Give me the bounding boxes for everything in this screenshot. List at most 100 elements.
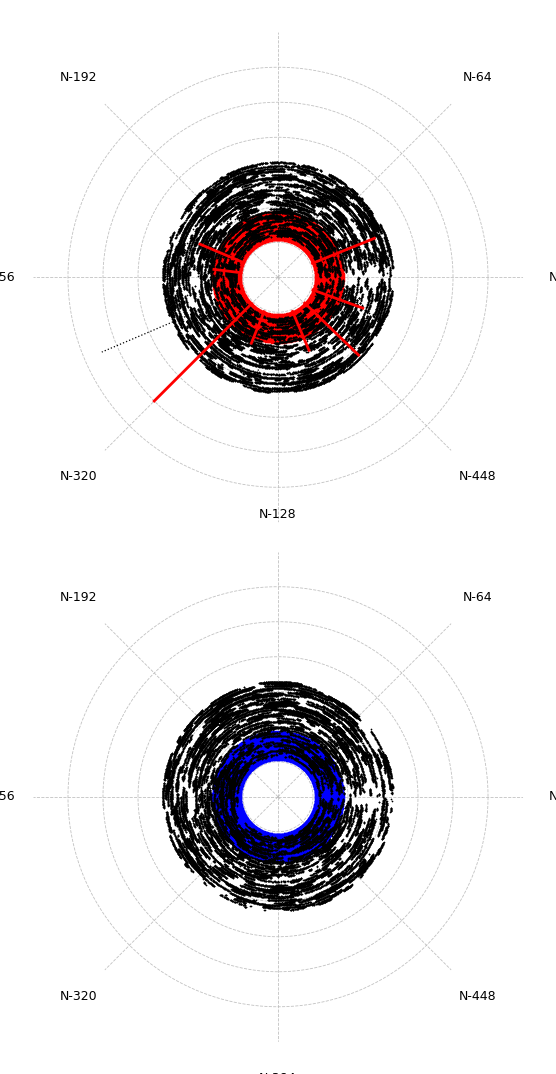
Point: [222, 262, 231, 279]
Point: [305, 731, 314, 749]
Point: [221, 730, 230, 748]
Point: [256, 825, 265, 842]
Point: [270, 745, 279, 763]
Point: [324, 360, 332, 377]
Point: [336, 809, 345, 826]
Point: [282, 860, 291, 877]
Point: [379, 244, 388, 261]
Point: [291, 890, 300, 908]
Point: [350, 857, 359, 874]
Point: [197, 702, 206, 720]
Point: [252, 235, 261, 252]
Point: [225, 276, 234, 293]
Point: [271, 838, 280, 855]
Point: [225, 769, 234, 786]
Point: [308, 872, 317, 889]
Point: [327, 192, 336, 209]
Point: [282, 311, 291, 329]
Point: [215, 291, 224, 308]
Point: [215, 313, 224, 330]
Point: [332, 359, 341, 376]
Point: [202, 810, 211, 827]
Point: [327, 803, 336, 821]
Point: [262, 309, 271, 326]
Point: [222, 233, 231, 250]
Point: [210, 788, 219, 806]
Point: [293, 235, 302, 252]
Point: [269, 738, 278, 755]
Point: [312, 224, 321, 242]
Point: [257, 326, 266, 344]
Point: [284, 330, 292, 347]
Point: [266, 740, 275, 757]
Point: [326, 811, 335, 828]
Point: [290, 215, 299, 232]
Point: [201, 209, 210, 227]
Point: [188, 851, 197, 868]
Point: [168, 273, 177, 290]
Point: [320, 296, 329, 314]
Point: [265, 831, 274, 848]
Point: [353, 799, 362, 816]
Point: [165, 299, 174, 316]
Point: [294, 751, 302, 768]
Point: [268, 748, 277, 765]
Point: [231, 320, 240, 337]
Point: [274, 328, 283, 345]
Point: [252, 751, 261, 768]
Point: [311, 285, 320, 302]
Point: [324, 801, 333, 818]
Point: [322, 753, 331, 770]
Point: [238, 750, 247, 767]
Point: [239, 224, 248, 242]
Point: [264, 319, 273, 336]
Point: [295, 324, 304, 342]
Point: [192, 732, 201, 750]
Point: [314, 766, 322, 783]
Point: [255, 755, 264, 772]
Point: [307, 813, 316, 830]
Point: [324, 758, 332, 775]
Point: [174, 790, 183, 808]
Point: [229, 748, 238, 765]
Point: [307, 826, 316, 843]
Point: [245, 218, 254, 235]
Point: [192, 777, 201, 794]
Point: [205, 802, 214, 819]
Point: [197, 787, 206, 804]
Point: [240, 213, 249, 230]
Point: [369, 221, 378, 238]
Point: [337, 326, 346, 344]
Point: [279, 737, 287, 754]
Point: [281, 321, 290, 338]
Point: [226, 728, 235, 745]
Point: [229, 228, 237, 245]
Point: [174, 766, 183, 783]
Point: [205, 859, 214, 876]
Point: [309, 245, 318, 262]
Point: [230, 265, 239, 282]
Point: [202, 833, 211, 851]
Point: [198, 794, 207, 811]
Point: [210, 823, 219, 840]
Point: [163, 756, 172, 773]
Point: [237, 768, 246, 785]
Point: [324, 305, 333, 322]
Point: [241, 291, 250, 308]
Point: [284, 313, 293, 330]
Point: [321, 270, 330, 287]
Point: [220, 179, 229, 197]
Point: [321, 235, 330, 252]
Point: [188, 339, 197, 357]
Point: [364, 290, 373, 307]
Point: [218, 237, 227, 255]
Point: [320, 227, 329, 244]
Point: [257, 741, 266, 758]
Point: [308, 369, 317, 387]
Point: [212, 698, 221, 715]
Point: [315, 807, 324, 824]
Point: [316, 309, 325, 326]
Point: [265, 333, 274, 350]
Point: [351, 242, 360, 259]
Point: [244, 215, 253, 232]
